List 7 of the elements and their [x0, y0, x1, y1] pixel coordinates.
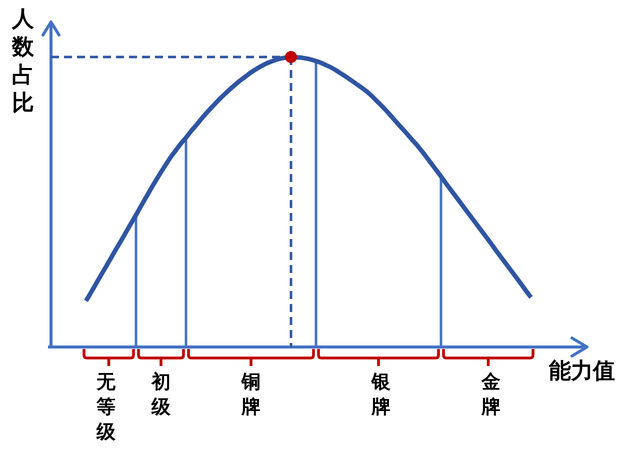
x-tick-label: 初级 [152, 370, 170, 420]
x-axis-title: 能力值 [549, 359, 615, 384]
x-tick-label: 铜牌 [242, 370, 260, 420]
x-tick-label: 无等级 [96, 370, 116, 445]
x-tick-label: 银牌 [372, 370, 390, 420]
x-tick-label: 金牌 [482, 370, 500, 420]
y-axis-title: 人数占比 [12, 6, 34, 118]
